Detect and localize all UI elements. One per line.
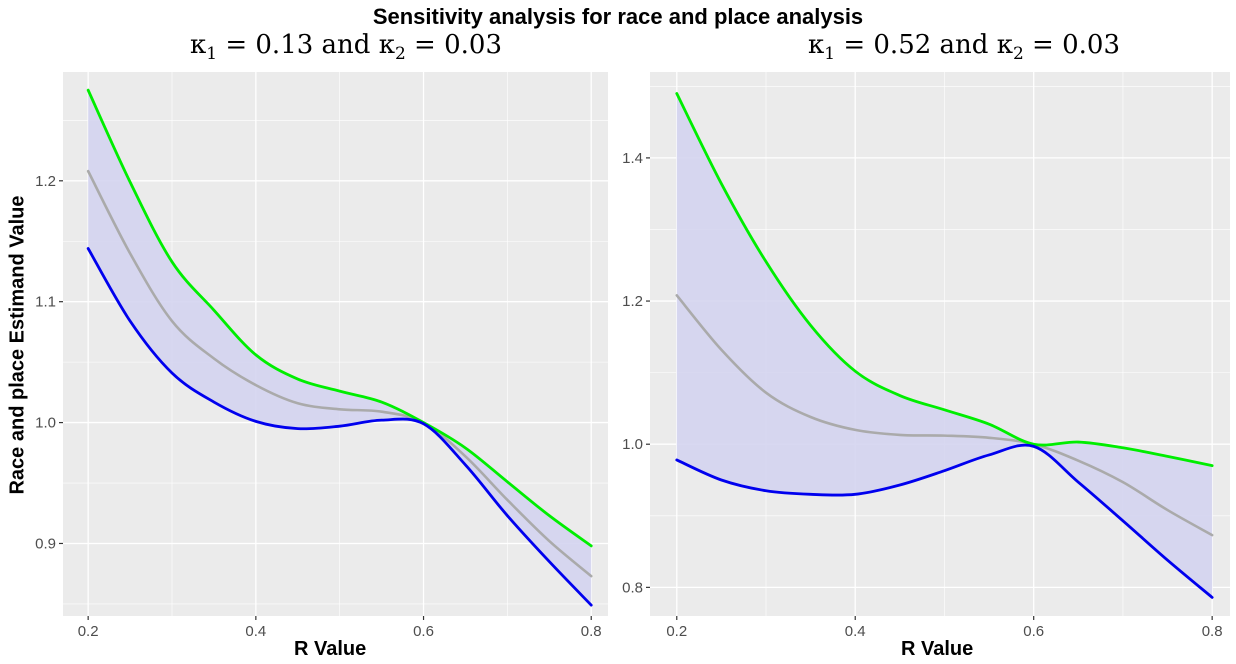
y-tick-label: 1.0 (622, 436, 643, 453)
x-tick-label: 0.2 (666, 623, 687, 640)
y-tick-label: 1.0 (35, 415, 56, 432)
x-tick-label: 0.6 (413, 623, 434, 640)
panel-title-left: κ1 = 0.13 and κ2 = 0.03 (190, 30, 502, 64)
kappa1-subscript: 1 (824, 44, 836, 65)
x-tick-label: 0.4 (245, 623, 266, 640)
kappa2-value: = 0.03 (1023, 30, 1120, 60)
kappa1-symbol: κ (808, 30, 825, 60)
uncertainty-band (88, 90, 592, 606)
y-tick-label: 1.4 (622, 150, 643, 167)
kappa1-value: = 0.52 and (835, 30, 997, 60)
x-axis-label-left: R Value (294, 638, 367, 660)
y-tick-label: 1.1 (35, 294, 56, 311)
kappa2-symbol: κ (378, 30, 395, 60)
kappa2-value: = 0.03 (405, 30, 502, 60)
panel-left: 0.2 0.4 0.6 0.8 0.9 1.0 1.1 1.2 (35, 72, 608, 640)
panel-right: 0.2 0.4 0.6 0.8 0.8 1.0 1.2 1.4 (622, 72, 1230, 640)
y-tick-label: 1.2 (622, 293, 643, 310)
series-line-middle (675, 294, 1214, 537)
x-tick-label: 0.6 (1023, 623, 1044, 640)
kappa2-subscript: 2 (1012, 44, 1024, 65)
series-line-upper (675, 92, 1214, 468)
kappa2-symbol: κ (996, 30, 1013, 60)
x-tick-label: 0.8 (1202, 623, 1223, 640)
y-tick-label: 1.2 (35, 173, 56, 190)
x-axis-label-right: R Value (901, 638, 974, 660)
x-tick-label: 0.4 (845, 623, 866, 640)
kappa1-subscript: 1 (206, 44, 218, 65)
kappa2-subscript: 2 (394, 44, 406, 65)
y-tick-label: 0.8 (622, 579, 643, 596)
x-tick-label: 0.2 (78, 623, 99, 640)
kappa1-symbol: κ (190, 30, 207, 60)
series-line-lower (86, 247, 593, 607)
y-tick-label: 0.9 (35, 535, 56, 552)
panel-title-right: κ1 = 0.52 and κ2 = 0.03 (808, 30, 1120, 64)
series-line-lower (675, 443, 1214, 599)
x-tick-label: 0.8 (581, 623, 602, 640)
uncertainty-band (676, 93, 1213, 598)
series-line-middle (86, 169, 593, 578)
series-line-upper (86, 88, 593, 548)
kappa1-value: = 0.13 and (217, 30, 379, 60)
chart-title: Sensitivity analysis for race and place … (372, 4, 864, 29)
